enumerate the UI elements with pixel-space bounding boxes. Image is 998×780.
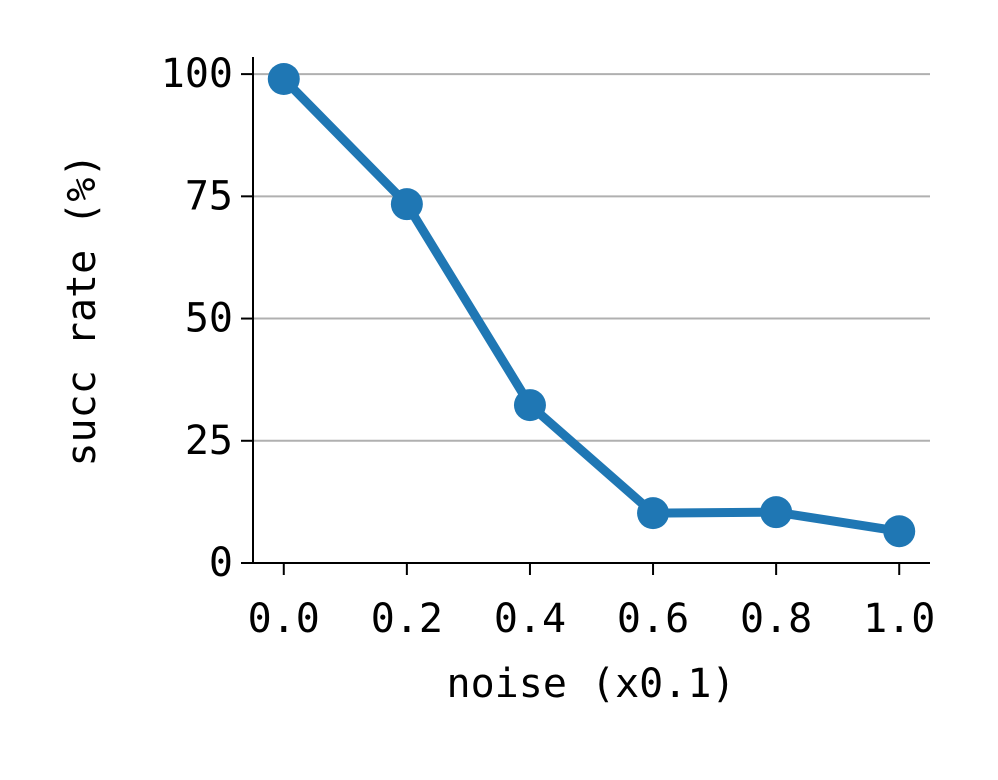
marker	[883, 515, 916, 548]
line	[280, 75, 900, 536]
y-tick-label: 100	[161, 51, 233, 97]
x-tick-label: 0.4	[494, 596, 566, 642]
marker	[390, 188, 423, 221]
x-tick-label: 0.8	[740, 596, 812, 642]
marker	[513, 389, 546, 422]
x-tick-label: 0.6	[617, 596, 689, 642]
y-tick-label: 25	[185, 418, 233, 464]
y-tick-label: 75	[185, 173, 233, 219]
marker	[637, 497, 670, 530]
marker	[267, 63, 300, 95]
x-tick-label: 0.0	[248, 596, 320, 642]
y-tick-label: 0	[209, 540, 233, 586]
marker	[760, 496, 793, 529]
y-tick-label: 50	[185, 296, 233, 342]
x-tick-label: 0.2	[371, 596, 443, 642]
y-axis-label: succ rate (%)	[59, 153, 105, 466]
x-axis-label: noise (x0.1)	[447, 661, 736, 707]
x-tick-label: 1.0	[863, 596, 935, 642]
